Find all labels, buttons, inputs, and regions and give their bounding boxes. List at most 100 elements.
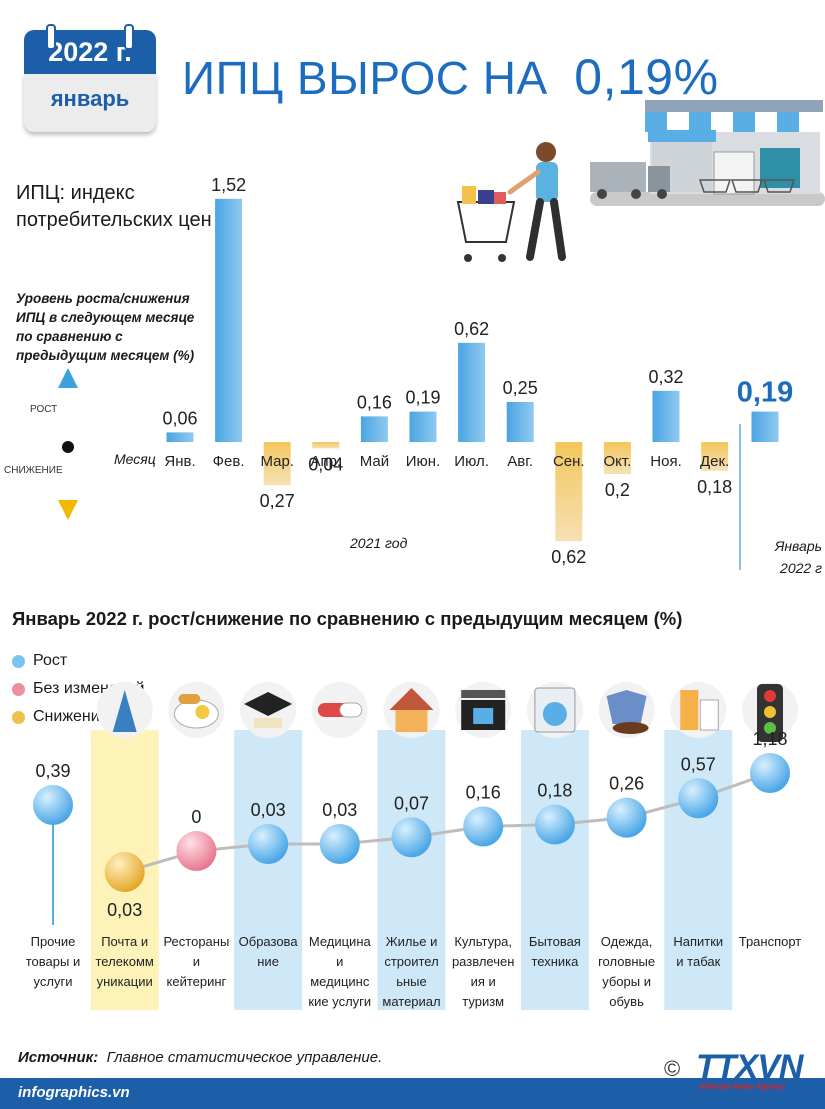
clothes-icon	[598, 682, 655, 738]
bar	[409, 411, 437, 442]
column-highlight	[377, 730, 446, 1010]
category-dot	[104, 852, 145, 892]
rise-arrow-head	[58, 368, 78, 388]
bar-value-label: 0,18	[697, 477, 732, 497]
category-dot	[534, 804, 575, 845]
rise-label: РОСТ	[30, 404, 58, 415]
category-dot	[33, 785, 73, 825]
agency-logo: TTXVN	[696, 1048, 803, 1086]
bar	[506, 402, 534, 442]
category-label: Прочие товары и услуги	[25, 934, 81, 989]
shopping-illustration	[456, 100, 825, 262]
rise-fall-indicator	[58, 368, 78, 520]
graduation-cap-icon	[240, 682, 297, 738]
fall-label: СНИЖЕНИЕ	[4, 465, 63, 476]
title-value: 0,19%	[574, 49, 719, 105]
category-label: Напитки и табак	[673, 934, 724, 969]
bar	[166, 432, 194, 442]
category-value-label: 0,03	[107, 900, 142, 920]
bar	[263, 442, 291, 486]
category-label: Медицина и медицинс кие услуги	[308, 934, 372, 1009]
bar-value-label: 1,52	[211, 175, 246, 195]
cart-icon	[456, 186, 516, 262]
category-dot	[606, 797, 647, 838]
house-icon	[383, 682, 440, 738]
category-label: Одежда, головные уборы и обувь	[598, 934, 656, 1009]
source-text: Главное статистическое управление.	[106, 1049, 383, 1066]
category-dot	[463, 806, 504, 847]
month-tick-label: Апр.	[310, 453, 341, 470]
month-tick-label: Дек.	[700, 453, 729, 470]
category-dot	[248, 823, 289, 864]
legend-label: Снижение	[33, 708, 109, 725]
bar-value-label: 0,27	[260, 491, 295, 511]
bar	[458, 342, 486, 442]
month-tick-label: Сен.	[553, 453, 585, 470]
bar-value-label: 0,62	[551, 547, 586, 567]
page-title: ИПЦ ВЫРОС НА 0,19%	[182, 48, 719, 106]
legend-item-up: Рост	[12, 652, 67, 670]
month-tick-label: Июл.	[454, 453, 489, 470]
month-tick-label: Июн.	[406, 453, 440, 470]
bar-value-label: 0,04	[308, 454, 343, 474]
month-tick-label: Авг.	[507, 453, 533, 470]
agency-subtitle: Vietnam News Agency	[700, 1082, 785, 1091]
bar-value-label: 0,25	[503, 378, 538, 398]
calendar-ring	[124, 24, 134, 50]
trend-line	[124, 771, 771, 874]
category-label: Почта и телекомм уникации	[95, 934, 154, 989]
clapperboard-icon	[455, 682, 512, 738]
road-shape	[590, 192, 825, 206]
category-label: Рестораны и кейтеринг	[163, 934, 230, 989]
column-highlight	[664, 730, 733, 1010]
bar-value-label: 0,19	[405, 388, 440, 408]
footer-site[interactable]: infographics.vn	[18, 1084, 130, 1101]
truck-icon	[590, 162, 670, 199]
category-value-label: 0,07	[394, 793, 429, 813]
carts-icon	[698, 179, 796, 193]
category-dot	[678, 778, 719, 819]
calendar-badge: 2022 г. январь	[24, 24, 156, 132]
copyright-symbol: ©	[664, 1056, 681, 1081]
category-value-label: 0	[191, 807, 201, 827]
category-dot	[750, 753, 790, 793]
category-dot	[319, 823, 360, 864]
month-tick-label: Янв.	[164, 453, 195, 470]
jan-2022-label: Январь 2022 г	[774, 538, 822, 576]
legend-item-down: Снижение	[12, 708, 109, 726]
category-label: Жилье и строител ьные материал	[382, 934, 441, 1009]
tower-icon	[96, 682, 153, 738]
ipc-definition: ИПЦ: индекс потребительских цен	[16, 182, 212, 231]
category-value-label: 0,26	[609, 774, 644, 794]
category-value-label: 1,18	[752, 729, 787, 749]
calendar-year: 2022 г.	[24, 30, 156, 74]
bar	[603, 442, 631, 474]
bar-value-label: 0,16	[357, 392, 392, 412]
category-dot	[391, 817, 432, 858]
column-highlight	[234, 730, 303, 1010]
bar	[701, 442, 729, 471]
fall-arrow-head	[58, 500, 78, 520]
origin-dot	[62, 441, 74, 453]
month-tick-label: Май	[360, 453, 389, 470]
washing-machine-icon	[526, 682, 583, 738]
category-value-label: 0,57	[681, 754, 716, 774]
traffic-light-icon	[742, 682, 798, 742]
footer-bar	[0, 1078, 825, 1109]
bar	[360, 416, 388, 442]
month-tick-label: Фев.	[213, 453, 245, 470]
category-label: Культура, развлечен ия и туризм	[451, 934, 515, 1009]
category-value-label: 0,16	[466, 783, 501, 803]
legend-label: Рост	[33, 652, 68, 669]
food-icon	[168, 682, 225, 738]
bar-value-label: 0,19	[737, 377, 793, 409]
source-note: Источник: Главное статистическое управле…	[18, 1049, 382, 1066]
bar-value-label: 0,62	[454, 319, 489, 339]
bar	[751, 411, 779, 442]
section-title: Январь 2022 г. рост/снижение по сравнени…	[12, 608, 683, 629]
category-value-label: 0,03	[251, 800, 286, 820]
bar	[215, 198, 243, 442]
category-value-label: 0,39	[35, 761, 70, 781]
month-tick-label: Мар.	[260, 453, 294, 470]
calendar-ring	[46, 24, 56, 50]
